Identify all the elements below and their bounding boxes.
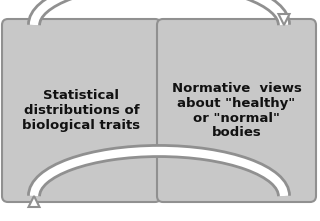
- Text: Statistical
distributions of
biological traits: Statistical distributions of biological …: [22, 89, 140, 132]
- FancyBboxPatch shape: [157, 19, 316, 202]
- Polygon shape: [278, 14, 290, 25]
- Polygon shape: [28, 196, 39, 207]
- Text: Normative  views
about "healthy"
or "normal"
bodies: Normative views about "healthy" or "norm…: [172, 82, 301, 139]
- FancyBboxPatch shape: [2, 19, 161, 202]
